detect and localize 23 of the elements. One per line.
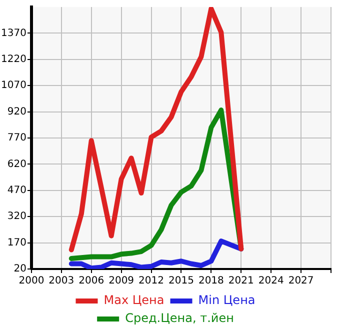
x-tick-label: 2018 (198, 276, 224, 287)
x-tick-label: 2015 (168, 276, 194, 287)
y-tick-label: 1370 (0, 28, 26, 39)
y-tick-label: 920 (7, 106, 26, 118)
y-tick-label: 170 (7, 237, 26, 248)
x-tick-label: 2006 (78, 276, 104, 287)
legend-label: Сред.Цена, т.йен (125, 311, 234, 326)
legend-label: Min Цена (198, 293, 256, 308)
y-tick-label: 1070 (0, 80, 26, 92)
x-tick-label: 2021 (228, 276, 254, 287)
x-tick-label: 2003 (48, 276, 74, 287)
x-tick-label: 2009 (108, 276, 134, 287)
y-tick-label: 1220 (0, 54, 26, 65)
x-tick-label: 2027 (288, 276, 314, 287)
y-tick-label: 20 (14, 264, 26, 275)
x-tick-label: 2012 (138, 276, 164, 287)
y-tick-label: 320 (7, 211, 26, 222)
y-tick-label: 620 (7, 158, 26, 170)
legend-label: Max Цена (104, 293, 164, 308)
x-tick-label: 2024 (258, 276, 284, 287)
y-tick-label: 770 (7, 132, 26, 144)
x-tick-label: 2000 (18, 276, 44, 287)
y-tick-label: 470 (7, 184, 26, 196)
